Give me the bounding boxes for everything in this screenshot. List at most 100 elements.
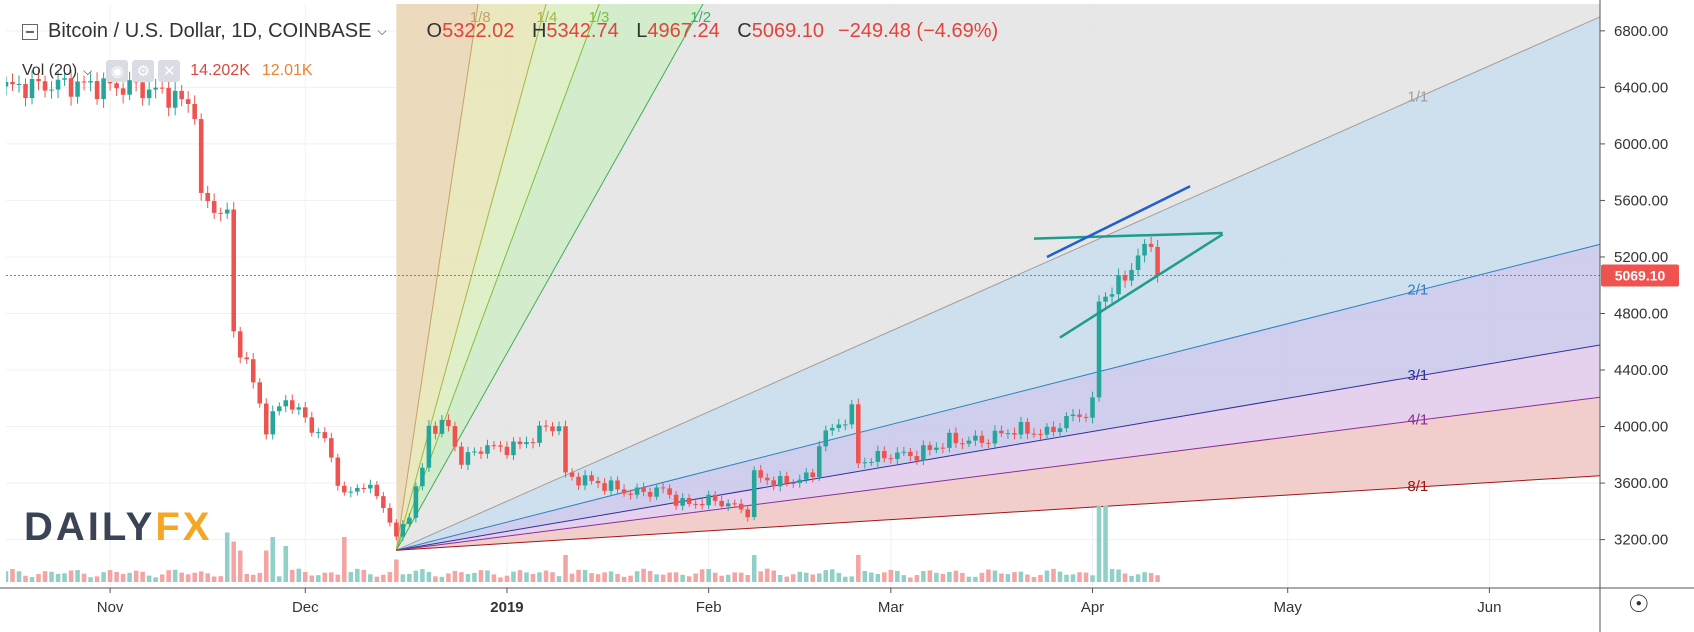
high-value: 5342.74 xyxy=(546,20,619,42)
last-price-label: 5069.10 xyxy=(1601,264,1679,287)
candle-body xyxy=(895,452,900,460)
candle-body xyxy=(127,80,132,95)
candle-body xyxy=(303,407,308,418)
volume-bar xyxy=(823,570,829,582)
candle-body xyxy=(270,411,276,435)
volume-bar xyxy=(244,573,250,582)
volume-indicator-label[interactable]: Vol (20) xyxy=(22,62,78,79)
volume-bar xyxy=(6,571,9,582)
candle-body xyxy=(472,451,477,453)
volume-bar xyxy=(856,555,861,582)
candle-body xyxy=(1031,433,1037,435)
candle-body xyxy=(205,192,210,202)
candle-body xyxy=(615,480,620,490)
candlesticks xyxy=(6,69,1160,541)
volume-bar xyxy=(361,569,367,582)
volume-bar xyxy=(1051,568,1056,582)
candle-body xyxy=(862,462,868,464)
candle-body xyxy=(439,419,445,434)
volume-bar xyxy=(62,573,67,582)
candle-body xyxy=(29,79,35,99)
candle-body xyxy=(224,209,230,214)
close-label: C xyxy=(737,20,752,42)
candle-body xyxy=(934,447,939,450)
volume-bar xyxy=(699,569,705,582)
volume-bar xyxy=(550,572,555,582)
candle-body xyxy=(75,81,80,97)
candle-body xyxy=(94,81,100,100)
volume-bar xyxy=(869,572,874,582)
candle-body xyxy=(843,424,848,426)
volume-bar xyxy=(751,555,757,582)
time-axis[interactable]: Nov Dec 2019 Feb Mar Apr May Jun xyxy=(97,588,1502,616)
y-tick-label: 6800.00 xyxy=(1614,23,1668,40)
candle-body xyxy=(966,440,972,444)
volume-bar xyxy=(986,569,991,582)
volume-bar xyxy=(374,576,380,582)
candle-body xyxy=(16,84,22,86)
gear-icon[interactable]: ⚙ xyxy=(132,60,155,82)
gann-line-3-1 xyxy=(396,344,1600,551)
volume-bar xyxy=(224,532,230,582)
price-axis[interactable]: 3200.00 3600.00 4000.00 4400.00 4800.00 5200.… xyxy=(1600,23,1668,549)
candle-body xyxy=(582,475,588,486)
gann-label-2-1: 2/1 xyxy=(1407,282,1428,299)
volume-bar xyxy=(296,568,302,582)
volume-bar xyxy=(517,570,523,582)
volume-bar xyxy=(595,574,601,582)
volume-bar xyxy=(784,576,790,582)
volume-bar xyxy=(680,574,685,582)
chevron-down-icon[interactable]: ⌵ xyxy=(83,63,93,78)
volume-bar xyxy=(316,575,321,582)
gann-label-3-1: 3/1 xyxy=(1407,367,1428,384)
candle-body xyxy=(485,445,490,454)
candle-body xyxy=(973,435,978,441)
pattern-lines[interactable] xyxy=(1033,185,1224,339)
chart-settings-icon[interactable]: ☉ xyxy=(1628,591,1650,618)
candle-body xyxy=(452,426,458,447)
candle-body xyxy=(823,430,829,447)
candle-body xyxy=(550,426,555,432)
gann-line-4-1 xyxy=(396,396,1600,551)
candle-body xyxy=(803,472,809,480)
close-icon[interactable]: ✕ xyxy=(158,60,181,82)
candle-body xyxy=(602,483,607,491)
candle-body xyxy=(1096,301,1102,398)
volume-bar xyxy=(1129,575,1134,582)
volume-bar xyxy=(660,574,666,582)
candle-body xyxy=(621,489,627,494)
x-tick-label: 2019 xyxy=(490,599,523,616)
candle-body xyxy=(830,428,835,431)
candle-body xyxy=(250,359,256,383)
y-tick-label: 4000.00 xyxy=(1614,419,1668,436)
volume-bar xyxy=(992,570,998,582)
symbol-title[interactable]: Bitcoin / U.S. Dollar, 1D, COINBASE xyxy=(48,20,372,42)
volume-bar xyxy=(966,576,972,582)
volume-bar xyxy=(303,572,308,582)
candle-body xyxy=(309,417,315,433)
volume-bar xyxy=(973,576,978,582)
collapse-legend-icon[interactable] xyxy=(22,23,38,40)
candle-body xyxy=(589,475,594,481)
volume-bar xyxy=(1109,568,1115,582)
candle-body xyxy=(231,209,236,332)
candle-body xyxy=(49,89,54,91)
candle-body xyxy=(914,456,920,461)
volume-bars xyxy=(6,505,1160,582)
volume-bar xyxy=(452,571,458,582)
volume-bar xyxy=(289,569,295,582)
volume-bar xyxy=(29,577,35,582)
candle-body xyxy=(777,476,783,487)
volume-bar xyxy=(849,576,855,582)
high-label: H xyxy=(531,20,547,42)
chevron-down-icon[interactable]: ⌵ xyxy=(377,24,387,38)
candle-body xyxy=(908,451,913,457)
volume-bar xyxy=(1096,505,1102,582)
logo-text-daily: DAILY xyxy=(24,505,156,549)
eye-icon[interactable]: ◉ xyxy=(106,60,129,82)
candle-body xyxy=(836,424,842,429)
volume-bar xyxy=(68,570,74,582)
candle-body xyxy=(1012,433,1017,435)
volume-bar xyxy=(1148,573,1154,582)
